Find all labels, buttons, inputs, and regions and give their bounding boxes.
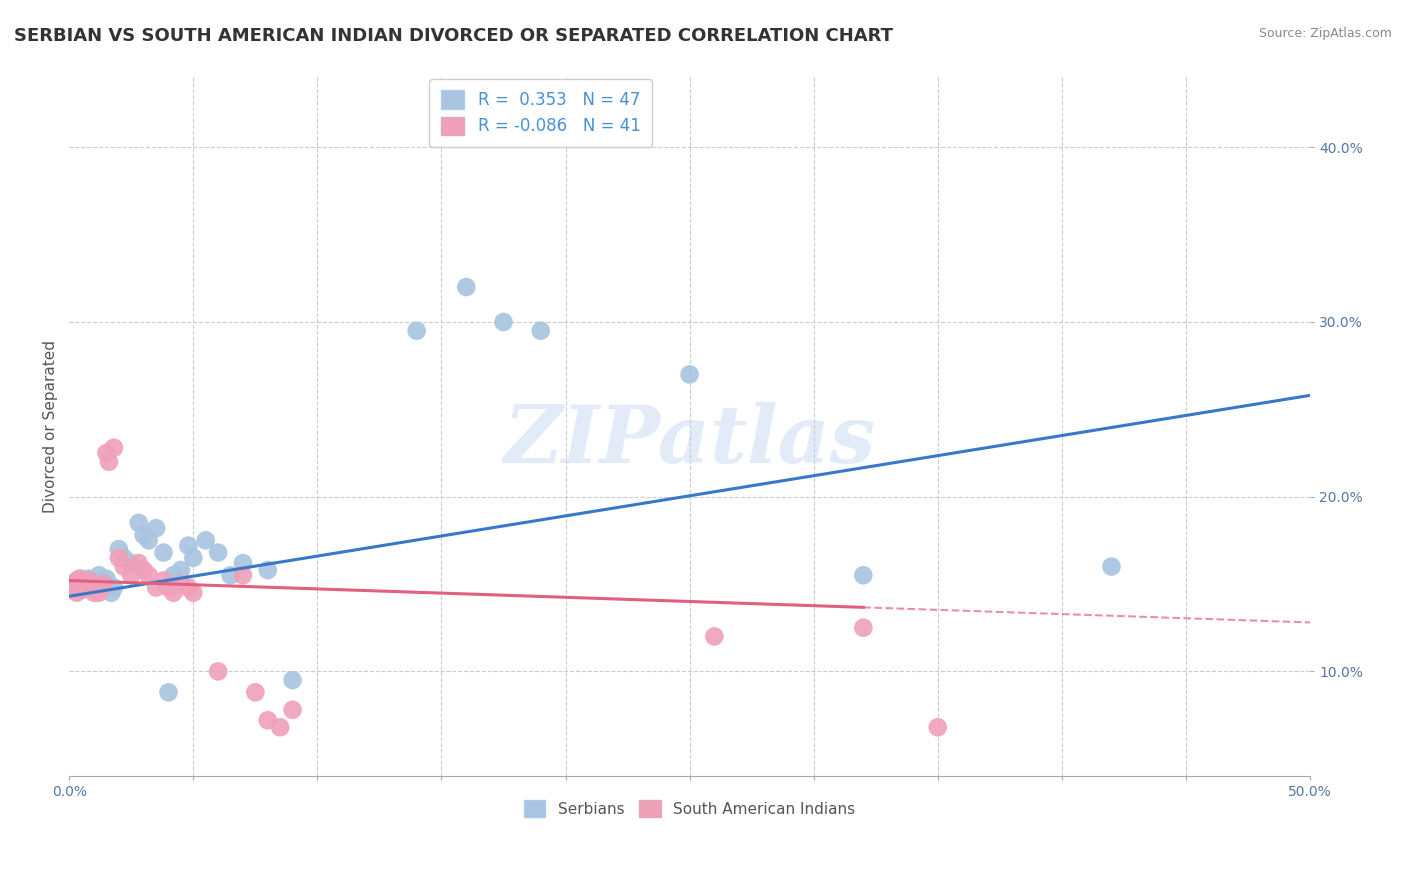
- Y-axis label: Divorced or Separated: Divorced or Separated: [44, 341, 58, 513]
- Point: [177, 539, 200, 553]
- Point: [162, 568, 184, 582]
- Point: [90, 581, 112, 595]
- Point: [87, 586, 110, 600]
- Point: [138, 533, 160, 548]
- Point: [93, 575, 115, 590]
- Point: [281, 673, 304, 687]
- Point: [120, 568, 142, 582]
- Point: [97, 455, 120, 469]
- Point: [232, 556, 254, 570]
- Point: [108, 550, 131, 565]
- Point: [66, 586, 89, 600]
- Point: [112, 559, 135, 574]
- Point: [128, 556, 150, 570]
- Point: [112, 550, 135, 565]
- Point: [77, 572, 100, 586]
- Point: [132, 528, 155, 542]
- Point: [219, 568, 242, 582]
- Point: [170, 577, 193, 591]
- Point: [70, 582, 93, 597]
- Point: [128, 516, 150, 530]
- Text: SERBIAN VS SOUTH AMERICAN INDIAN DIVORCED OR SEPARATED CORRELATION CHART: SERBIAN VS SOUTH AMERICAN INDIAN DIVORCE…: [14, 27, 893, 45]
- Point: [80, 579, 103, 593]
- Point: [145, 581, 167, 595]
- Point: [70, 581, 93, 595]
- Point: [96, 446, 118, 460]
- Point: [77, 575, 100, 590]
- Point: [83, 577, 105, 591]
- Point: [90, 581, 112, 595]
- Point: [96, 572, 118, 586]
- Point: [120, 556, 142, 570]
- Point: [170, 563, 193, 577]
- Point: [73, 582, 96, 597]
- Point: [157, 685, 180, 699]
- Point: [83, 586, 105, 600]
- Point: [162, 586, 184, 600]
- Point: [66, 574, 89, 588]
- Point: [456, 280, 478, 294]
- Point: [703, 629, 725, 643]
- Point: [103, 581, 125, 595]
- Legend: Serbians, South American Indians: Serbians, South American Indians: [516, 792, 863, 824]
- Point: [76, 581, 98, 595]
- Point: [103, 441, 125, 455]
- Point: [152, 574, 174, 588]
- Point: [181, 550, 204, 565]
- Point: [207, 545, 229, 559]
- Point: [232, 568, 254, 582]
- Point: [60, 577, 83, 591]
- Point: [678, 368, 700, 382]
- Point: [269, 720, 291, 734]
- Point: [1101, 559, 1123, 574]
- Point: [852, 621, 875, 635]
- Point: [80, 581, 103, 595]
- Point: [152, 545, 174, 559]
- Point: [405, 324, 427, 338]
- Point: [281, 703, 304, 717]
- Point: [138, 568, 160, 582]
- Point: [492, 315, 515, 329]
- Point: [108, 542, 131, 557]
- Point: [97, 579, 120, 593]
- Point: [73, 577, 96, 591]
- Point: [157, 581, 180, 595]
- Point: [77, 574, 100, 588]
- Text: ZIPatlas: ZIPatlas: [503, 402, 876, 480]
- Point: [207, 665, 229, 679]
- Text: Source: ZipAtlas.com: Source: ZipAtlas.com: [1258, 27, 1392, 40]
- Point: [145, 521, 167, 535]
- Point: [194, 533, 217, 548]
- Point: [927, 720, 949, 734]
- Point: [177, 581, 200, 595]
- Point: [70, 572, 93, 586]
- Point: [530, 324, 553, 338]
- Point: [60, 577, 83, 591]
- Point: [76, 577, 98, 591]
- Point: [63, 581, 86, 595]
- Point: [67, 579, 90, 593]
- Point: [83, 574, 105, 588]
- Point: [181, 586, 204, 600]
- Point: [70, 574, 93, 588]
- Point: [93, 577, 115, 591]
- Point: [63, 581, 86, 595]
- Point: [132, 563, 155, 577]
- Point: [245, 685, 267, 699]
- Point: [86, 581, 108, 595]
- Point: [83, 577, 105, 591]
- Point: [87, 568, 110, 582]
- Point: [256, 713, 278, 727]
- Point: [100, 586, 122, 600]
- Point: [86, 582, 108, 597]
- Point: [67, 572, 90, 586]
- Point: [852, 568, 875, 582]
- Point: [256, 563, 278, 577]
